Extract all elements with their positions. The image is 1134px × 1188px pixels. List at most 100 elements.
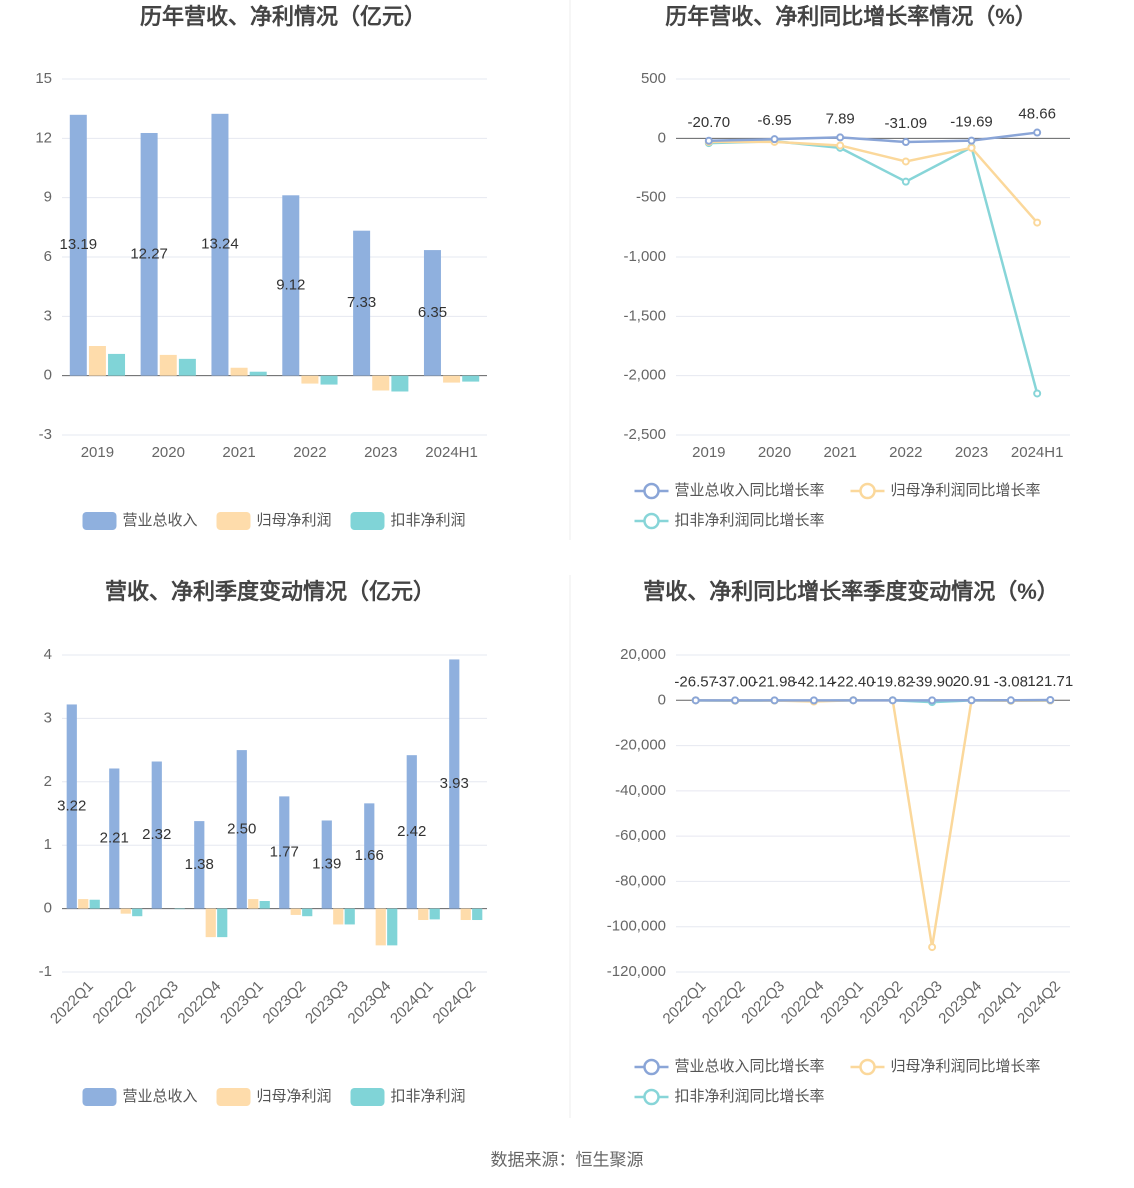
y-tick-label: -60,000	[615, 827, 666, 844]
bar	[472, 908, 483, 921]
data-label: 2.42	[397, 823, 426, 840]
bar	[88, 346, 106, 376]
legend-label: 归母净利润	[257, 1088, 332, 1105]
bar	[462, 375, 480, 382]
data-label: 6.35	[418, 304, 447, 321]
source: 数据来源：恒生聚源	[491, 1150, 644, 1169]
y-tick-label: -2,000	[623, 367, 666, 384]
x-tick-label: 2023Q4	[345, 978, 395, 1028]
x-tick-label: 2023	[364, 444, 397, 461]
point	[731, 696, 740, 705]
x-tick-label: 2023Q4	[935, 978, 985, 1028]
data-label: -3.08	[994, 673, 1028, 690]
bar	[406, 755, 417, 909]
x-tick-label: 2023Q3	[896, 978, 946, 1028]
point	[928, 943, 937, 952]
point	[1033, 389, 1042, 398]
bar	[174, 908, 185, 910]
legend-label: 扣非净利润	[391, 512, 466, 529]
bar	[159, 354, 177, 376]
data-label: -26.57	[674, 673, 717, 690]
y-tick-label: -1,500	[623, 307, 666, 324]
x-tick-label: 2023Q1	[217, 978, 267, 1028]
data-label: -22.40	[832, 673, 875, 690]
legend-label: 营业总收入同比增长率	[675, 482, 825, 499]
y-tick-label: -100,000	[607, 918, 666, 935]
y-tick-label: -40,000	[615, 782, 666, 799]
x-tick-label: 2022Q3	[132, 978, 182, 1028]
bar	[108, 353, 126, 376]
bar	[178, 358, 196, 376]
data-label: 7.33	[347, 294, 376, 311]
data-label: -21.98	[753, 673, 796, 690]
data-label: 48.66	[1018, 106, 1056, 123]
y-tick-label: -500	[636, 189, 666, 206]
y-tick-label: -20,000	[615, 737, 666, 754]
y-tick-label: 15	[35, 70, 52, 87]
x-tick-label: 2023	[955, 444, 988, 461]
point	[836, 141, 845, 150]
y-tick-label: 4	[44, 646, 52, 663]
x-tick-label: 2022Q1	[47, 978, 97, 1028]
bar	[372, 375, 390, 391]
data-label: 20.91	[953, 673, 991, 690]
y-tick-label: -80,000	[615, 872, 666, 889]
point	[1046, 696, 1055, 705]
legend-label: 营业总收入	[123, 1088, 198, 1105]
x-tick-label: 2020	[152, 444, 185, 461]
y-tick-label: 3	[44, 307, 52, 324]
point	[1006, 696, 1015, 705]
y-tick-label: 9	[44, 189, 52, 206]
bar	[449, 659, 460, 909]
bar	[282, 195, 300, 376]
y-tick-label: -3	[39, 426, 52, 443]
point	[809, 696, 818, 705]
legend-label: 归母净利润同比增长率	[891, 482, 1041, 499]
y-tick-label: 3	[44, 709, 52, 726]
point	[836, 133, 845, 142]
legend-label: 归母净利润	[257, 512, 332, 529]
bar	[109, 768, 120, 909]
chart-title: 历年营收、净利同比增长率情况（%）	[665, 4, 1037, 29]
bar	[279, 796, 290, 909]
data-label: 1.38	[185, 856, 214, 873]
y-tick-label: -2,500	[623, 426, 666, 443]
chart-title: 营收、净利季度变动情况（亿元）	[105, 579, 435, 604]
x-tick-label: 2023Q2	[260, 978, 310, 1028]
point	[1033, 218, 1042, 227]
y-tick-label: 12	[35, 129, 52, 146]
data-label: 13.19	[60, 236, 98, 253]
data-label: 2.21	[100, 830, 129, 847]
data-label: -42.14	[793, 673, 836, 690]
point	[770, 696, 779, 705]
x-tick-label: 2024Q1	[387, 978, 437, 1028]
y-tick-label: 0	[44, 367, 52, 384]
data-label: 1.77	[270, 843, 299, 860]
x-tick-label: 2022Q2	[699, 978, 749, 1028]
point	[901, 138, 910, 147]
legend-label: 扣非净利润同比增长率	[675, 512, 825, 529]
data-label: 2.50	[227, 820, 256, 837]
legend-label: 归母净利润同比增长率	[891, 1058, 1041, 1075]
legend-swatch	[643, 1058, 660, 1076]
legend-swatch	[350, 512, 385, 530]
y-tick-label: 2	[44, 773, 52, 790]
y-tick-label: -1	[39, 963, 52, 980]
chart-title: 历年营收、净利情况（亿元）	[140, 4, 426, 29]
bar	[151, 761, 162, 909]
x-tick-label: 2022Q2	[90, 978, 140, 1028]
point	[901, 177, 910, 186]
bar	[205, 908, 216, 938]
x-tick-label: 2022Q4	[778, 978, 828, 1028]
data-label: -19.82	[871, 673, 914, 690]
bar	[89, 899, 100, 909]
bar	[69, 114, 87, 376]
legend-swatch	[82, 1088, 117, 1106]
point	[901, 157, 910, 166]
legend-swatch	[859, 1058, 876, 1076]
point	[770, 135, 779, 144]
x-tick-label: 2024H1	[425, 444, 478, 461]
x-tick-label: 2024Q2	[1014, 978, 1064, 1028]
data-label: 12.27	[130, 245, 168, 262]
